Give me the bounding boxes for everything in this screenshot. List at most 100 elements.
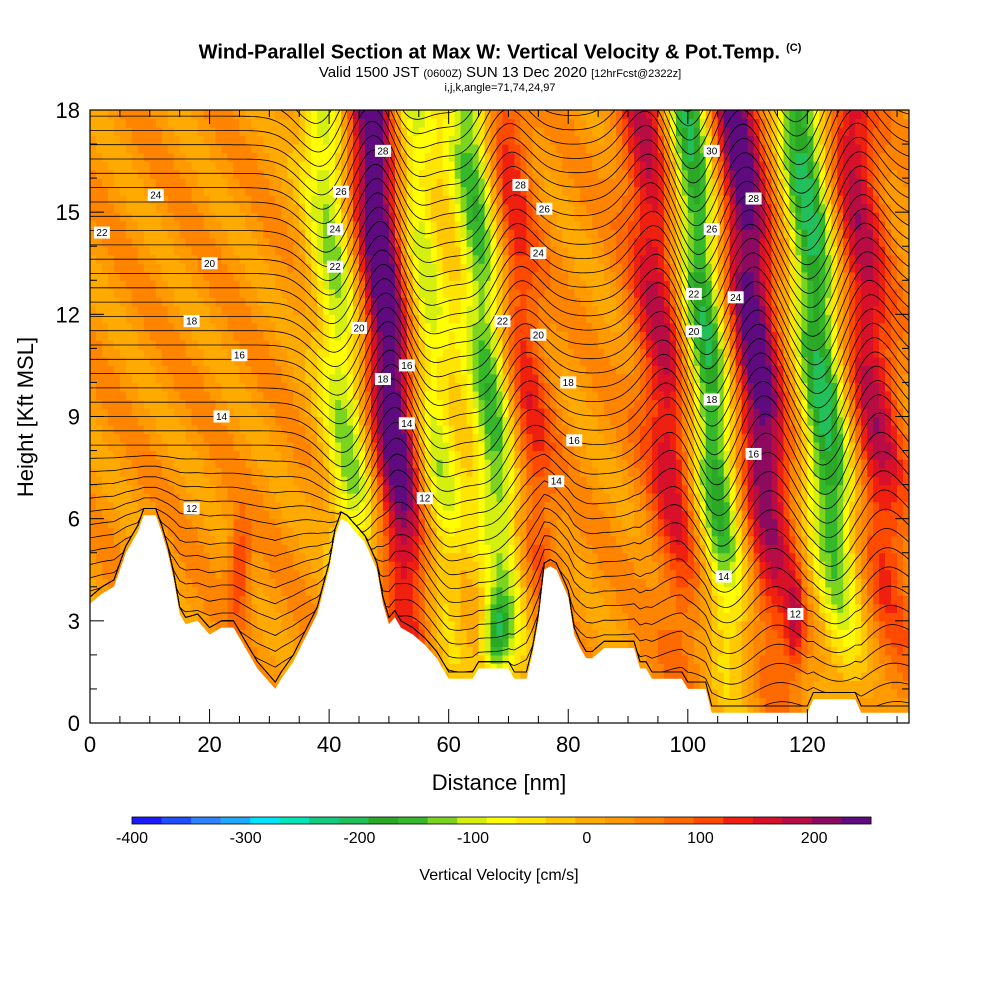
velocity-cell xyxy=(329,186,336,196)
velocity-cell xyxy=(454,144,462,154)
velocity-cell xyxy=(275,561,282,571)
velocity-cell xyxy=(406,586,414,596)
velocity-cell xyxy=(257,629,264,639)
velocity-cell xyxy=(149,433,157,443)
velocity-cell xyxy=(454,135,462,145)
velocity-cell xyxy=(125,144,133,154)
velocity-cell xyxy=(179,535,187,545)
velocity-cell xyxy=(119,135,127,145)
velocity-cell xyxy=(245,586,252,596)
velocity-cell xyxy=(185,373,193,383)
velocity-cell xyxy=(323,229,330,239)
velocity-cell xyxy=(90,408,97,418)
velocity-cell xyxy=(251,476,258,486)
velocity-cell xyxy=(197,152,205,162)
velocity-cell xyxy=(418,161,426,171)
velocity-cell xyxy=(382,459,390,469)
velocity-cell xyxy=(400,603,408,613)
velocity-cell xyxy=(173,391,181,401)
velocity-cell xyxy=(371,322,378,332)
velocity-cell xyxy=(125,246,133,256)
velocity-cell xyxy=(347,152,354,162)
velocity-cell xyxy=(394,586,402,596)
velocity-cell xyxy=(412,501,420,511)
velocity-cell xyxy=(221,425,229,435)
velocity-cell xyxy=(376,348,384,358)
velocity-cell xyxy=(125,305,133,315)
velocity-cell xyxy=(323,408,330,418)
velocity-cell xyxy=(424,365,432,375)
velocity-cell xyxy=(185,220,193,230)
velocity-cell xyxy=(335,373,342,383)
velocity-cell xyxy=(442,382,450,392)
velocity-cell xyxy=(341,501,348,511)
velocity-cell xyxy=(119,169,127,179)
velocity-cell xyxy=(203,595,211,605)
velocity-cell xyxy=(418,152,426,162)
velocity-cell xyxy=(287,595,294,605)
velocity-cell xyxy=(125,118,133,128)
velocity-cell xyxy=(287,203,294,213)
velocity-cell xyxy=(341,493,348,503)
velocity-cell xyxy=(430,595,438,605)
velocity-cell xyxy=(215,433,223,443)
velocity-cell xyxy=(496,450,504,460)
velocity-cell xyxy=(233,186,241,196)
velocity-cell xyxy=(113,237,121,247)
velocity-cell xyxy=(143,348,151,358)
velocity-cell xyxy=(299,246,306,256)
velocity-cell xyxy=(496,382,504,392)
velocity-cell xyxy=(269,169,276,179)
velocity-cell xyxy=(341,433,348,443)
velocity-cell xyxy=(113,476,121,486)
velocity-cell xyxy=(442,305,450,315)
velocity-cell xyxy=(496,433,504,443)
velocity-cell xyxy=(293,561,300,571)
velocity-cell xyxy=(400,586,408,596)
velocity-cell xyxy=(317,178,324,188)
velocity-cell xyxy=(448,305,456,315)
velocity-cell xyxy=(317,365,324,375)
velocity-cell xyxy=(102,552,109,562)
velocity-cell xyxy=(197,578,205,588)
velocity-cell xyxy=(167,552,175,562)
velocity-cell xyxy=(406,237,414,247)
velocity-cell xyxy=(388,382,396,392)
velocity-cell xyxy=(107,467,115,477)
velocity-cell xyxy=(454,161,462,171)
velocity-cell xyxy=(400,578,408,588)
velocity-cell xyxy=(233,212,241,222)
velocity-cell xyxy=(341,348,348,358)
velocity-cell xyxy=(400,399,408,409)
velocity-cell xyxy=(388,280,396,290)
velocity-cell xyxy=(335,408,342,418)
velocity-cell xyxy=(275,331,282,341)
velocity-cell xyxy=(448,365,456,375)
velocity-cell xyxy=(448,263,456,273)
velocity-cell xyxy=(96,135,103,145)
velocity-cell xyxy=(173,442,181,452)
velocity-cell xyxy=(257,348,264,358)
velocity-cell xyxy=(281,391,288,401)
velocity-cell xyxy=(269,203,276,213)
velocity-cell xyxy=(251,620,258,630)
velocity-cell xyxy=(478,237,486,247)
velocity-cell xyxy=(496,322,504,332)
velocity-cell xyxy=(418,127,426,137)
velocity-cell xyxy=(239,161,247,171)
velocity-cell xyxy=(239,561,247,571)
velocity-cell xyxy=(143,110,151,120)
velocity-cell xyxy=(400,229,408,239)
velocity-cell xyxy=(275,152,282,162)
velocity-cell xyxy=(119,348,127,358)
velocity-cell xyxy=(179,467,187,477)
velocity-cell xyxy=(167,127,175,137)
velocity-cell xyxy=(287,544,294,554)
velocity-cell xyxy=(137,510,145,520)
velocity-cell xyxy=(430,280,438,290)
velocity-cell xyxy=(179,212,187,222)
velocity-cell xyxy=(221,186,229,196)
velocity-cell xyxy=(96,144,103,154)
velocity-cell xyxy=(251,110,258,120)
velocity-cell xyxy=(275,373,282,383)
